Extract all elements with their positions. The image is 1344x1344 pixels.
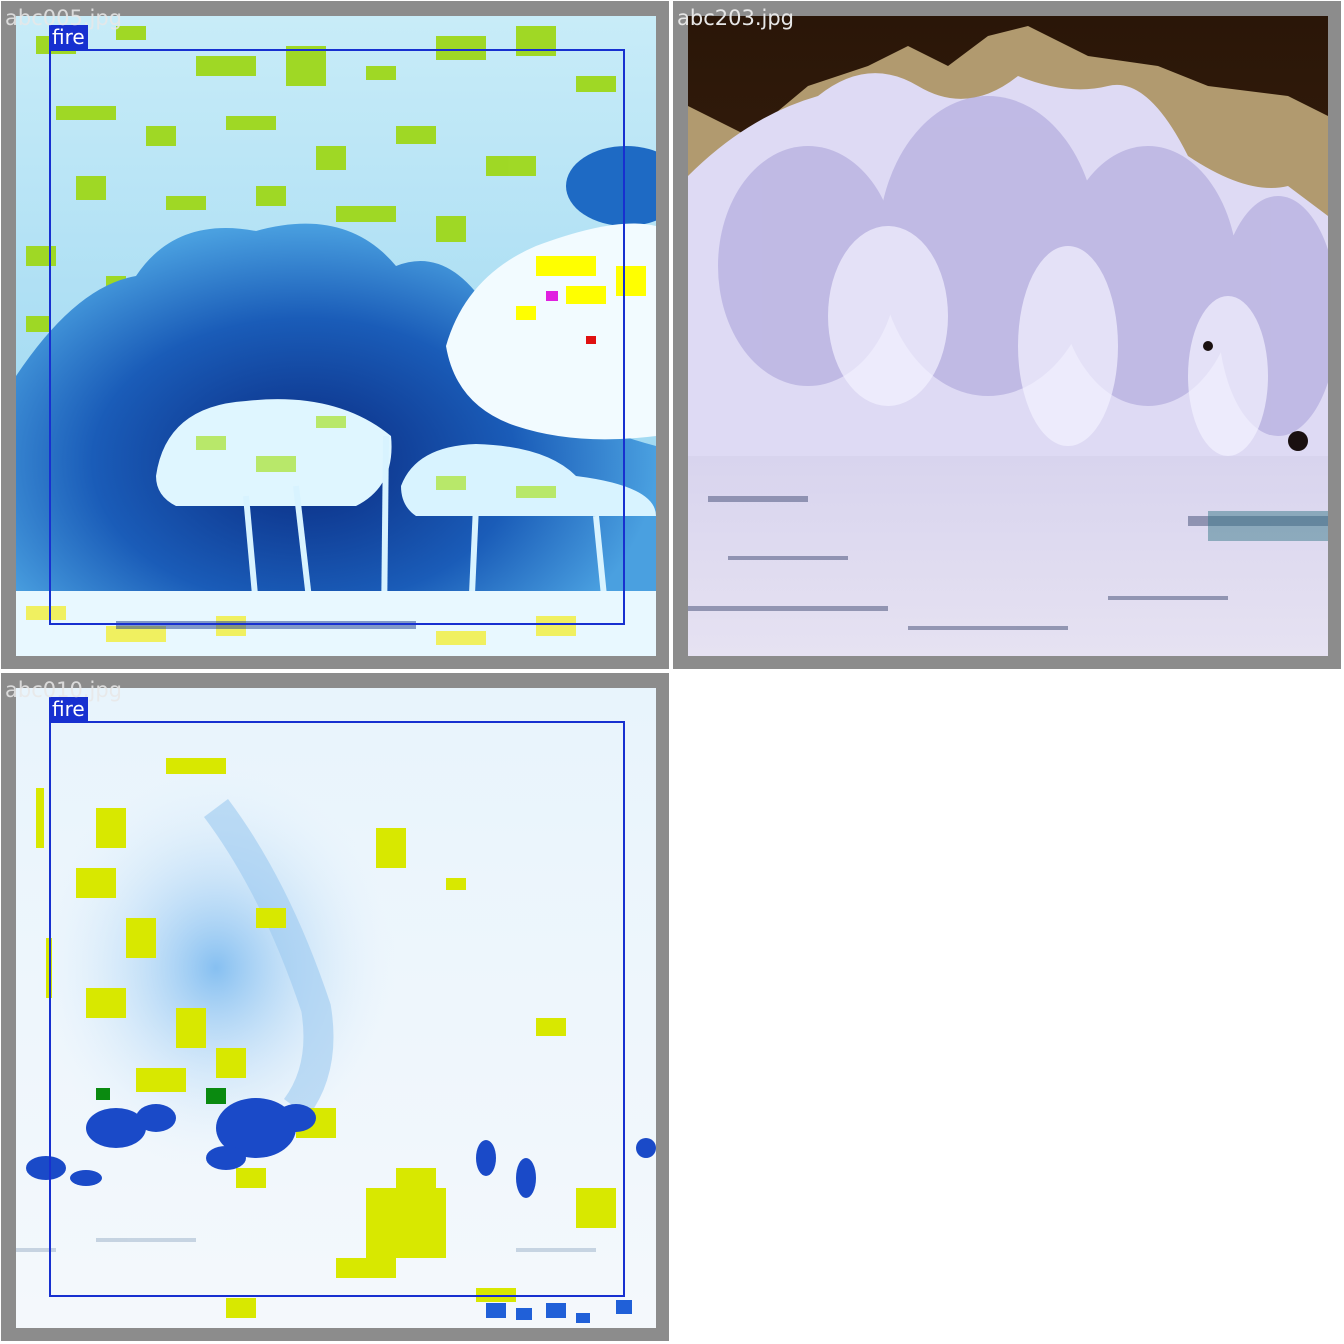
filename-label: abc005.jpg (5, 6, 122, 30)
fire-class-label: fire (49, 697, 88, 721)
inverted-hillside-image (688, 16, 1328, 656)
image-tile: abc005.jpg fire (1, 1, 669, 669)
image-tile: abc010.jpg fire (1, 673, 669, 1341)
fire-class-label: fire (49, 25, 88, 49)
fire-bounding-box: fire (49, 25, 625, 625)
inverted-flames-image (16, 688, 656, 1328)
fire-bounding-box: fire (49, 697, 625, 1297)
filename-label: abc010.jpg (5, 678, 122, 702)
tile-image (16, 16, 656, 656)
filename-label: abc203.jpg (677, 6, 794, 30)
inverted-forest-image (16, 16, 656, 656)
tile-image (16, 688, 656, 1328)
image-tile: abc203.jpg (673, 1, 1341, 669)
tile-image (688, 16, 1328, 656)
